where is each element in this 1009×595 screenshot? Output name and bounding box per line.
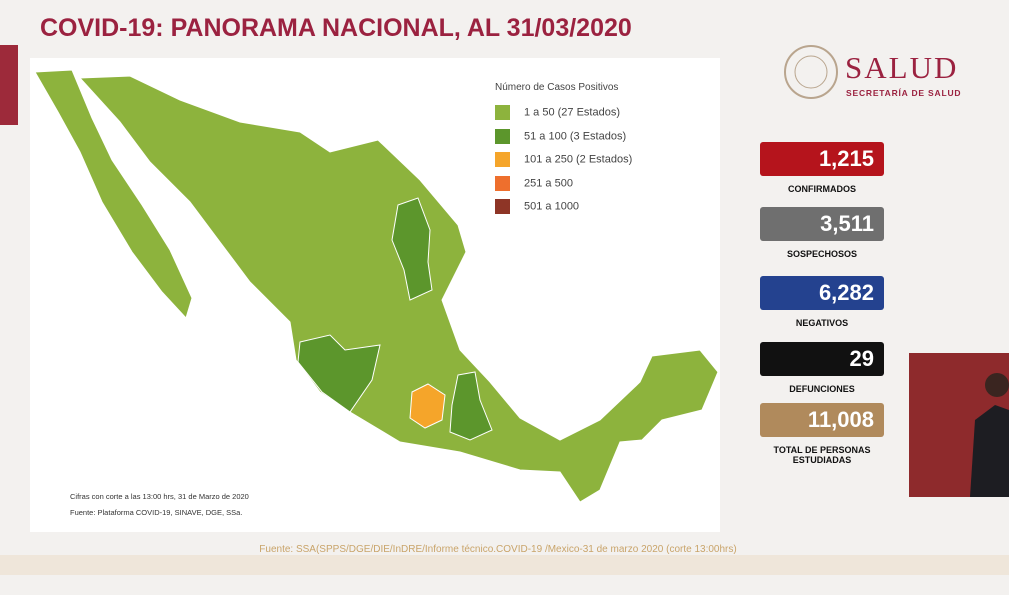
legend-swatch	[495, 128, 510, 144]
legend-title: Número de Casos Positivos	[495, 82, 619, 93]
interpreter-head	[985, 373, 1009, 397]
nuevo-leon	[391, 197, 433, 301]
map-note: Fuente: Plataforma COVID-19, SINAVE, DGE…	[70, 508, 242, 517]
map-note: Cifras con corte a las 13:00 hrs, 31 de …	[70, 492, 249, 501]
stat-label: NEGATIVOS	[795, 318, 849, 328]
legend-label: 1 a 50 (27 Estados)	[524, 106, 621, 119]
mexico-cdmx	[409, 383, 446, 429]
bottom-band	[0, 555, 1009, 575]
jalisco	[297, 334, 381, 413]
legend-label: 101 a 250 (2 Estados)	[524, 153, 633, 166]
legend-item: 101 a 250 (2 Estados)	[495, 152, 632, 167]
puebla	[449, 371, 493, 441]
logo-name: SALUD	[845, 50, 958, 85]
stat-label: TOTAL DE PERSONAS ESTUDIADAS	[773, 445, 871, 465]
side-strip	[0, 45, 18, 125]
legend-item: 51 a 100 (3 Estados)	[495, 128, 627, 144]
source: Fuente: SSA(SPPS/DGE/DIE/InDRE/Informe t…	[259, 544, 736, 555]
legend-swatch	[495, 199, 510, 214]
stat-value: 3,511	[760, 207, 884, 241]
legend-label: 51 a 100 (3 Estados)	[524, 129, 627, 142]
stat-value: 6,282	[760, 276, 884, 310]
stat-label: SOSPECHOSOS	[786, 249, 858, 259]
stat-value: 29	[760, 342, 884, 376]
legend-label: 501 a 1000	[524, 200, 580, 213]
logo-subtitle: SECRETARÍA DE SALUD	[846, 88, 961, 98]
baja-california	[34, 69, 193, 319]
stat-label: CONFIRMADOS	[788, 184, 856, 194]
emblem-inner	[794, 55, 828, 89]
legend-item: 251 a 500	[495, 175, 573, 191]
legend-item: 1 a 50 (27 Estados)	[495, 105, 620, 120]
stat-value: 1,215	[760, 142, 884, 176]
legend-swatch	[495, 152, 510, 167]
title: COVID-19: PANORAMA NACIONAL, AL 31/03/20…	[40, 14, 632, 42]
mainland	[78, 75, 719, 503]
interpreter-body	[970, 405, 1009, 497]
legend-swatch	[495, 105, 510, 120]
emblem	[784, 45, 838, 99]
stat-value: 11,008	[760, 403, 884, 437]
stat-label: DEFUNCIONES	[789, 384, 855, 394]
legend-item: 501 a 1000	[495, 199, 579, 214]
legend-label: 251 a 500	[524, 176, 573, 189]
legend-swatch	[495, 175, 510, 191]
